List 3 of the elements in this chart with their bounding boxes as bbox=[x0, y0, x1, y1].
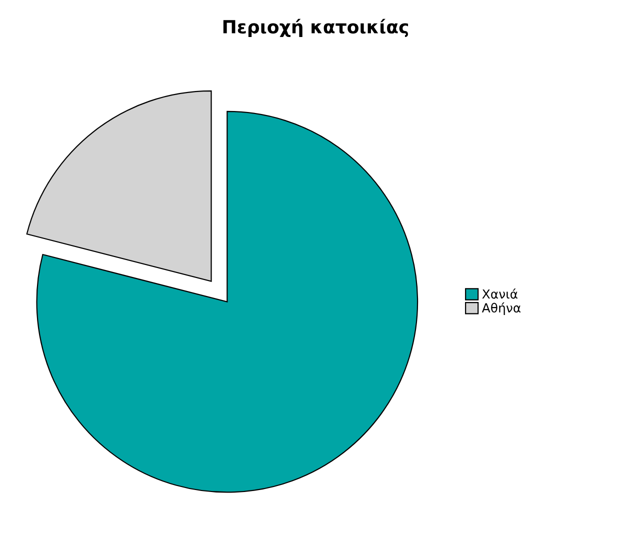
legend-label: Χανιά bbox=[482, 288, 518, 299]
chart-title: Περιοχή κατοικίας bbox=[223, 18, 408, 38]
legend-label: Αθήνα bbox=[482, 302, 521, 315]
